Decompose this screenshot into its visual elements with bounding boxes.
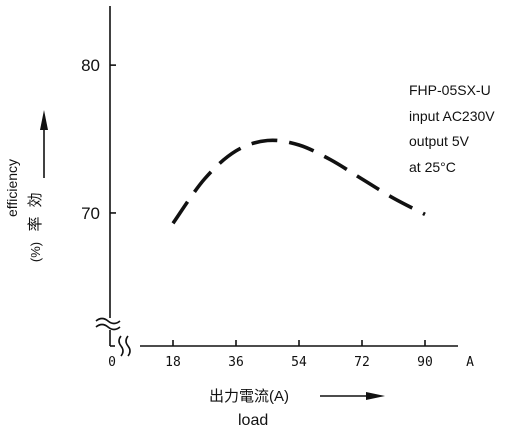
x-tick-label: 36 — [228, 355, 244, 370]
y-axis-label-jp-1: 効 — [27, 192, 44, 207]
y-axis-arrow-icon — [40, 110, 48, 130]
x-axis-label-en: load — [238, 412, 268, 429]
y-tick-label: 70 — [81, 204, 100, 223]
y-tick-label: 80 — [81, 56, 100, 75]
annotation-line-4: at 25°C — [409, 159, 456, 175]
x-axis-break-mark-1 — [118, 335, 124, 357]
x-tick-label: 54 — [291, 355, 307, 370]
x-axis-arrow-icon — [366, 392, 385, 400]
x-tick-label: 72 — [354, 355, 370, 370]
annotation-block: FHP-05SX-U input AC230V output 5V at 25°… — [409, 82, 495, 175]
x-tick-label: 0 — [108, 355, 116, 370]
y-axis-break-mark-2 — [95, 323, 121, 331]
y-axis-break-mark-1 — [95, 317, 121, 325]
x-axis-break-mark-2 — [125, 335, 131, 357]
y-axis-label-group: 効 率 (%) efficiency — [4, 110, 48, 262]
y-axis-label-percent: (%) — [28, 242, 43, 262]
annotation-line-3: output 5V — [409, 133, 470, 149]
annotation-line-1: FHP-05SX-U — [409, 82, 491, 98]
series-group — [171, 138, 426, 225]
y-ticks-group: 70 80 — [81, 56, 116, 223]
x-ticks-group: 0 18 36 54 72 90 — [108, 340, 433, 370]
x-axis-label-jp: 出力電流(A) — [209, 388, 289, 405]
y-axis-label-jp-2: 率 — [27, 216, 44, 231]
y-axis-label-en: efficiency — [4, 159, 20, 217]
x-tick-label: 90 — [417, 355, 433, 370]
efficiency-series-line — [171, 138, 426, 225]
x-tick-label: 18 — [165, 355, 181, 370]
annotation-line-2: input AC230V — [409, 108, 495, 124]
x-unit-label: A — [466, 355, 474, 370]
